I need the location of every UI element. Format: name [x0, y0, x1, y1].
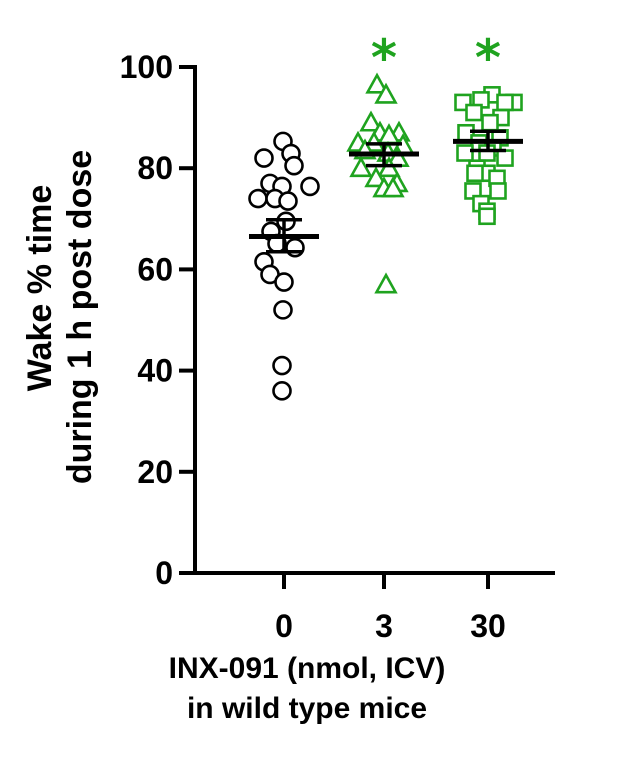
- x-tick-label: 3: [375, 608, 393, 644]
- data-point-triangle: [365, 72, 389, 94]
- x-tick-label: 30: [470, 608, 506, 644]
- data-point-square: [496, 93, 514, 112]
- y-axis: 0 20 40 60 80 100: [120, 49, 197, 591]
- x-axis-label-line-1: INX-091 (nmol, ICV): [168, 652, 446, 685]
- data-point-circle: [300, 176, 320, 197]
- y-tick-label: 0: [155, 555, 173, 591]
- significance-asterisk: *: [475, 29, 501, 87]
- data-point-triangle: [374, 82, 398, 104]
- data-point-circle: [272, 381, 292, 401]
- data-point-triangle: [359, 110, 383, 132]
- data-point-circle: [248, 188, 268, 209]
- data-point-circle: [273, 300, 293, 320]
- data-point-triangle: [381, 176, 405, 198]
- data-point-square: [478, 207, 496, 226]
- x-axis: 0 3 30: [193, 571, 555, 644]
- data-point-square: [481, 113, 499, 132]
- y-axis-label-line-1: Wake % time: [21, 184, 59, 392]
- y-tick-label: 60: [137, 251, 173, 287]
- data-point-square: [489, 182, 507, 200]
- data-point-circle: [278, 191, 298, 211]
- y-axis-label-line-2: during 1 h post dose: [61, 149, 99, 485]
- data-point-circle: [284, 155, 304, 176]
- y-tick-label: 100: [120, 49, 173, 85]
- data-point-circle: [254, 148, 274, 168]
- data-point-circle: [272, 355, 292, 376]
- x-axis-label-line-2: in wild type mice: [186, 692, 428, 725]
- data-point-square: [465, 103, 483, 122]
- data-point-triangle: [374, 272, 398, 294]
- x-tick-label: 0: [275, 608, 293, 644]
- data-point-circle: [274, 272, 294, 292]
- y-tick-label: 20: [137, 454, 173, 490]
- y-tick-label: 80: [137, 150, 173, 186]
- y-tick-label: 40: [137, 353, 173, 389]
- data-point-square: [496, 149, 514, 167]
- data-point-circle: [285, 237, 305, 258]
- data-point-triangle: [364, 166, 388, 188]
- data-point-square: [456, 144, 474, 162]
- data-point-square: [466, 164, 484, 183]
- data-point-triangle: [349, 156, 373, 178]
- significance-asterisk: *: [371, 29, 397, 87]
- data-marks: * *: [248, 29, 523, 401]
